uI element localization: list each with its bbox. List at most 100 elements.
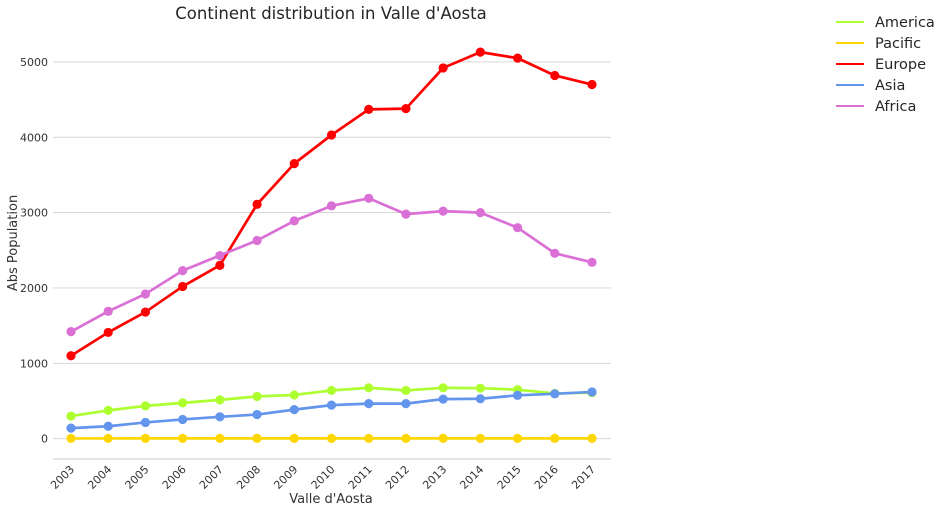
data-point-asia [587, 387, 597, 397]
data-point-america [475, 383, 485, 393]
data-point-asia [140, 417, 151, 428]
data-point-africa [326, 201, 337, 211]
y-tick-label: 1000 [20, 357, 48, 370]
data-point-pacific [252, 433, 262, 443]
data-point-pacific [401, 433, 411, 443]
data-point-africa [215, 250, 225, 261]
data-point-pacific [66, 433, 76, 444]
legend-label: America [875, 15, 935, 31]
x-tick-label: 2004 [85, 463, 114, 492]
data-point-pacific [215, 433, 225, 443]
data-point-europe [215, 260, 225, 270]
legend-item-africa: Africa [836, 99, 916, 115]
data-point-africa [364, 193, 374, 203]
x-tick-label: 2003 [48, 463, 77, 492]
y-tick-label: 2000 [20, 282, 48, 295]
series-africa [66, 193, 597, 337]
data-point-africa [252, 235, 262, 246]
data-point-asia [178, 414, 188, 425]
data-point-africa [103, 306, 113, 316]
legend-label: Africa [875, 99, 916, 115]
data-point-africa [587, 257, 597, 267]
data-point-pacific [512, 433, 523, 443]
data-point-europe [475, 47, 485, 57]
data-point-america [438, 383, 448, 393]
data-point-asia [326, 400, 337, 410]
data-point-pacific [550, 433, 560, 443]
data-point-africa [178, 266, 188, 276]
data-point-africa [438, 206, 448, 216]
series-europe [66, 47, 597, 361]
chart-title: Continent distribution in Valle d'Aosta [175, 4, 486, 23]
data-point-europe [512, 53, 523, 63]
data-point-africa [550, 248, 560, 258]
data-point-europe [364, 104, 374, 114]
legend-item-america: America [836, 15, 935, 31]
data-point-africa [289, 216, 299, 226]
legend-item-asia: Asia [836, 78, 905, 94]
series-pacific [66, 433, 597, 444]
data-point-europe [178, 281, 188, 292]
data-point-asia [364, 399, 374, 409]
data-point-asia [289, 405, 299, 415]
data-point-europe [289, 159, 299, 169]
data-point-asia [103, 421, 113, 431]
data-point-europe [401, 104, 411, 114]
y-tick-label: 0 [41, 433, 48, 446]
data-point-africa [66, 327, 76, 337]
data-point-pacific [103, 433, 113, 444]
data-point-america [364, 383, 374, 393]
data-point-africa [475, 208, 485, 218]
data-point-europe [66, 351, 76, 361]
data-point-pacific [438, 433, 448, 443]
data-point-asia [438, 394, 448, 404]
x-tick-label: 2016 [532, 463, 561, 492]
x-tick-label: 2010 [309, 463, 338, 492]
data-point-asia [401, 399, 411, 409]
x-tick-label: 2012 [383, 463, 412, 492]
data-point-africa [512, 223, 523, 233]
y-tick-label: 5000 [20, 56, 48, 69]
data-point-pacific [364, 433, 374, 443]
data-point-america [178, 398, 188, 408]
data-point-asia [215, 412, 225, 422]
y-tick-label: 4000 [20, 131, 48, 144]
x-tick-label: 2005 [123, 463, 152, 492]
series-group [66, 47, 597, 444]
data-point-europe [438, 63, 448, 73]
data-point-pacific [140, 433, 151, 443]
y-axis-title: Abs Population [6, 195, 21, 291]
legend-label: Asia [875, 78, 905, 94]
x-tick-label: 2014 [457, 463, 486, 492]
x-tick-label: 2011 [346, 463, 375, 492]
data-point-america [215, 395, 225, 405]
data-point-america [66, 411, 76, 421]
data-point-asia [550, 389, 560, 399]
x-tick-labels: 2003 2004 2005 2006 2007 2008 2009 2010 2011 2012… [48, 463, 598, 492]
legend: America Pacific Europe Asia Africa [836, 15, 935, 115]
legend-label: Europe [875, 57, 926, 73]
data-point-pacific [475, 433, 485, 443]
gridlines [53, 61, 611, 440]
y-tick-labels: 0 1000 2000 3000 4000 5000 [20, 56, 48, 446]
data-point-africa [140, 289, 151, 299]
x-tick-label: 2013 [420, 463, 449, 492]
x-tick-label: 2007 [197, 463, 226, 492]
data-point-europe [326, 130, 337, 140]
legend-item-pacific: Pacific [836, 36, 921, 52]
legend-label: Pacific [875, 36, 921, 52]
data-point-asia [66, 423, 76, 433]
data-point-asia [512, 390, 523, 400]
data-point-europe [103, 327, 113, 338]
data-point-europe [252, 199, 262, 209]
data-point-pacific [326, 433, 337, 443]
data-point-america [401, 385, 411, 396]
data-point-america [140, 401, 151, 411]
data-point-asia [475, 394, 485, 404]
x-tick-label: 2009 [271, 463, 300, 492]
series-america [66, 383, 597, 421]
data-point-asia [252, 409, 262, 420]
data-point-europe [587, 79, 597, 90]
data-point-pacific [587, 433, 597, 443]
y-tick-label: 3000 [20, 207, 48, 220]
